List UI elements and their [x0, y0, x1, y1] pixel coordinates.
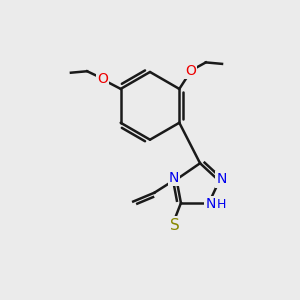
- Text: N: N: [216, 172, 227, 186]
- Text: N: N: [169, 171, 179, 185]
- Text: N: N: [205, 197, 215, 212]
- Text: O: O: [97, 72, 108, 86]
- Text: H: H: [217, 198, 226, 211]
- Text: S: S: [169, 218, 179, 232]
- Text: O: O: [185, 64, 196, 78]
